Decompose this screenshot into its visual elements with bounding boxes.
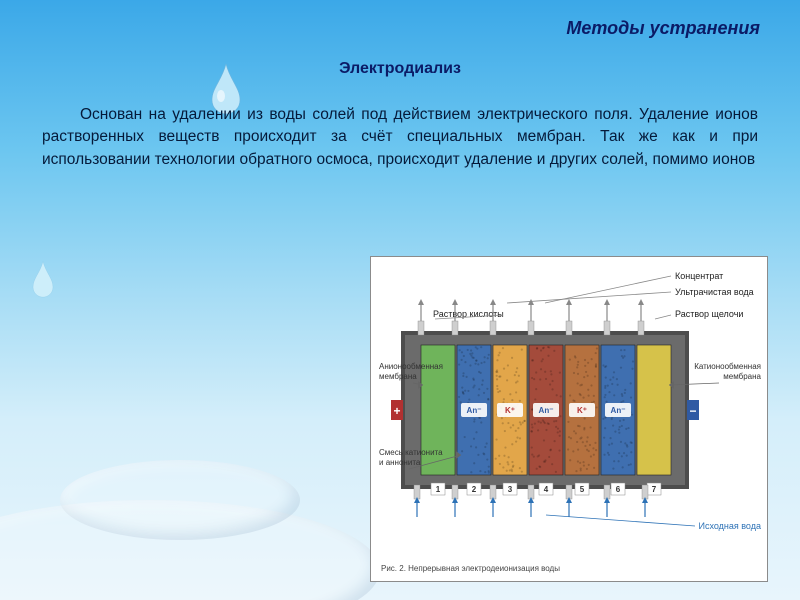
svg-text:1: 1: [436, 485, 441, 494]
svg-text:An⁻: An⁻: [611, 406, 626, 415]
svg-text:−: −: [689, 404, 696, 418]
svg-text:An⁻: An⁻: [467, 406, 482, 415]
svg-text:мембрана: мембрана: [379, 372, 417, 381]
svg-text:6: 6: [616, 485, 621, 494]
svg-text:2: 2: [472, 485, 477, 494]
body-text: Основан на удалении из воды солей под де…: [42, 104, 758, 171]
svg-text:мембрана: мембрана: [723, 372, 761, 381]
diagram-caption: Рис. 2. Непрерывная электродеионизация в…: [375, 564, 763, 573]
water-drop-icon: [30, 260, 56, 300]
svg-text:Концентрат: Концентрат: [675, 271, 723, 281]
svg-text:An⁻: An⁻: [539, 406, 554, 415]
diagram-svg: КонцентратУльтрачистая водаРаствор кисло…: [375, 265, 765, 561]
slide: Методы устранения Электродиализ Основан …: [0, 0, 800, 600]
main-title: Методы устранения: [566, 18, 760, 39]
svg-text:7: 7: [652, 485, 657, 494]
svg-text:4: 4: [544, 485, 549, 494]
svg-text:Смесь катионита: Смесь катионита: [379, 448, 443, 457]
svg-text:Катионообменная: Катионообменная: [694, 362, 761, 371]
svg-text:Исходная вода: Исходная вода: [698, 521, 761, 531]
svg-text:5: 5: [580, 485, 585, 494]
svg-text:Раствор щелочи: Раствор щелочи: [675, 309, 743, 319]
svg-text:K⁺: K⁺: [577, 406, 587, 415]
svg-text:Ультрачистая вода: Ультрачистая вода: [675, 287, 754, 297]
electrodialysis-diagram: КонцентратУльтрачистая водаРаствор кисло…: [370, 256, 768, 582]
svg-text:и аннонита: и аннонита: [379, 458, 421, 467]
svg-text:+: +: [393, 404, 400, 418]
svg-text:3: 3: [508, 485, 513, 494]
svg-text:Анионообменная: Анионообменная: [379, 362, 443, 371]
svg-text:K⁺: K⁺: [505, 406, 515, 415]
subtitle: Электродиализ: [0, 60, 800, 78]
